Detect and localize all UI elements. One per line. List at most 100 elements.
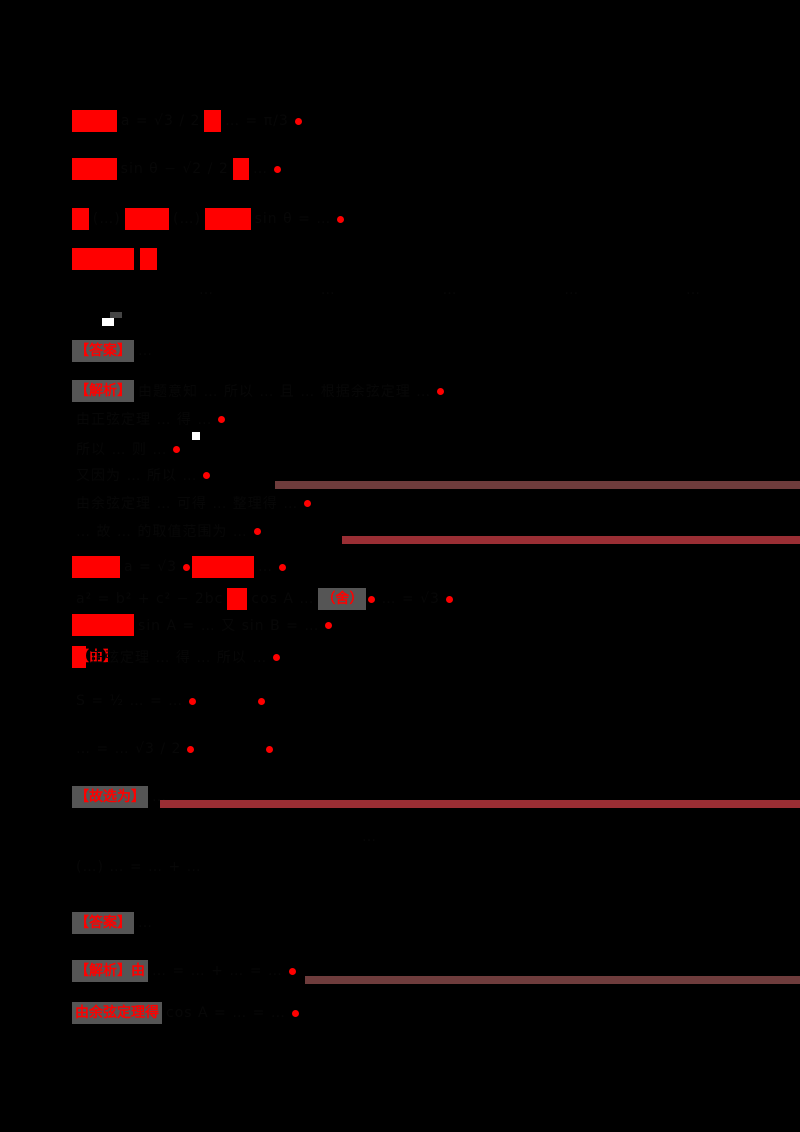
red-dot-icon [218, 415, 226, 423]
formula-term: … [199, 282, 214, 298]
red-dot-icon [288, 967, 296, 975]
formula-text: … = … √3 / 2 [76, 741, 182, 757]
underline-bar [275, 481, 800, 489]
answer-label: 【答案】 [72, 340, 134, 362]
red-dot-icon [187, 745, 195, 753]
answer-label: 【答案】 [72, 912, 134, 934]
formula-term: … [564, 282, 580, 298]
answer-value: … [138, 343, 153, 359]
conclusion-row: 【故选为】 … [72, 786, 171, 808]
red-dot-icon [325, 621, 333, 629]
red-dot-icon [274, 165, 282, 173]
formula-row: … … … … … [195, 282, 705, 300]
analysis-line: 由余弦定理 … 可得 … 整理得 … [72, 492, 313, 514]
formula-term: … [686, 282, 701, 298]
underline-bar [160, 800, 800, 808]
cosine-rule-row: 由余弦定理得 cos A = … = … [72, 1002, 301, 1024]
analysis-text: 由题意知 … 所以 … 且 … 根据余弦定理 … [138, 384, 432, 400]
math-expression: sin θ = … [254, 211, 332, 227]
analysis-text: 所以 … 则 … [76, 442, 168, 458]
math-expression: … [253, 161, 269, 177]
solution-text: sin A = … 又 sin B = … [138, 618, 320, 634]
solution-label: 【所以】 [192, 556, 255, 578]
solution-label: 【所以】 [72, 614, 134, 636]
analysis-text: … = … + … = … [152, 963, 283, 979]
solution-text: … = √3 [381, 591, 440, 607]
analysis-line: … 故 … 的取值范围为 … [72, 520, 263, 542]
red-dot-icon [258, 697, 266, 705]
area-formula-row: S = ½ … = … [72, 690, 267, 712]
cosine-rule-text: cos A = … = … [166, 1005, 286, 1021]
red-dot-icon [173, 445, 181, 453]
solution-text: cos A … [251, 591, 315, 607]
grey-marker [110, 312, 122, 318]
white-marker [192, 432, 200, 440]
red-dot-icon [337, 215, 345, 223]
equation-row: (…) … = … + … [72, 856, 206, 878]
option-label: B [204, 110, 222, 132]
answer-row-2: 【答案】 … [72, 912, 157, 934]
red-dot-icon [368, 595, 376, 603]
analysis-line: 由正弦定理 … 得 … [72, 408, 227, 430]
solution-row: 【所以】 sin A = … 又 sin B = … [72, 614, 334, 636]
choose-label: 【故选】 [72, 248, 134, 270]
analysis-text: 又因为 … 所以 … [76, 468, 198, 484]
option-label: 【A】 [72, 110, 117, 132]
math-expression: a = √3 / 2 [120, 113, 201, 129]
math-expression: … = π/3 [225, 113, 289, 129]
solution-text: a² = b² + c² − 2bc [76, 591, 224, 607]
red-dot-icon [183, 563, 191, 571]
option-label: X [72, 208, 89, 230]
red-dot-icon [437, 387, 445, 395]
chosen-option: B [140, 248, 157, 270]
red-dot-icon [203, 471, 211, 479]
solution-row: a² = b² + c² − 2bc 因 cos A … （舍） … = √3 [72, 588, 455, 610]
white-marker [102, 318, 114, 326]
red-dot-icon [291, 1009, 299, 1017]
solution-label: 【故】 [72, 556, 120, 578]
answer-option-row-2: 【B】 sin θ − √2 / 2 C … [72, 158, 283, 180]
discard-label: （舍） [318, 588, 367, 610]
formula-term: … [442, 282, 458, 298]
analysis-row-2: 【解析】由 … = … + … = … [72, 960, 298, 982]
solution-label: 因 [227, 588, 248, 610]
solution-label: 【由】 [72, 646, 117, 668]
solution-row: 【由】 正弦定理 … 得 … 所以 … [72, 646, 282, 668]
answer-option-row-1: 【A】 a = √3 / 2 B … = π/3 [72, 110, 304, 132]
option-label: 【B】 [72, 158, 117, 180]
underline-bar [305, 976, 800, 984]
option-label: 【D】 [204, 208, 251, 230]
solution-text: … [258, 559, 274, 575]
red-dot-icon [294, 117, 302, 125]
red-dot-icon [279, 563, 287, 571]
analysis-text: 由正弦定理 … 得 … [76, 412, 213, 428]
analysis-label: 【解析】由 [72, 960, 148, 982]
red-dot-icon [266, 745, 274, 753]
answer-value: … [138, 915, 153, 931]
math-expression: (…) [92, 211, 121, 227]
equation-text: (…) … = … + … [76, 859, 202, 875]
red-dot-icon [445, 595, 453, 603]
math-expression: sin θ − √2 / 2 [120, 161, 229, 177]
red-dot-icon [253, 527, 261, 535]
cosine-rule-label: 由余弦定理得 [72, 1002, 162, 1024]
option-label: C [232, 158, 250, 180]
answer-row: 【答案】 … [72, 340, 157, 362]
underline-bar [342, 536, 800, 544]
analysis-line: 所以 … 则 … [72, 438, 182, 460]
formula-term: … [320, 282, 336, 298]
formula-text: S = ½ … = … [76, 693, 184, 709]
analysis-text: … 故 … 的取值范围为 … [76, 524, 248, 540]
red-dot-icon [304, 499, 312, 507]
solution-row: 【故】 a = √3 【所以】 … [72, 556, 288, 578]
choose-answer-row: 【故选】 B [72, 248, 157, 270]
math-expression: (…) [173, 211, 201, 227]
solution-text: 正弦定理 … 得 … 所以 … [90, 650, 268, 666]
annotation-text: … [362, 829, 377, 845]
answer-option-row-3: X (…) 【C】 (…) 【D】 sin θ = … [72, 208, 346, 230]
result-formula-row: … = … √3 / 2 [72, 738, 275, 760]
option-label: 【C】 [124, 208, 170, 230]
red-dot-icon [189, 697, 197, 705]
red-dot-icon [273, 653, 281, 661]
solution-text: a = √3 [124, 559, 178, 575]
